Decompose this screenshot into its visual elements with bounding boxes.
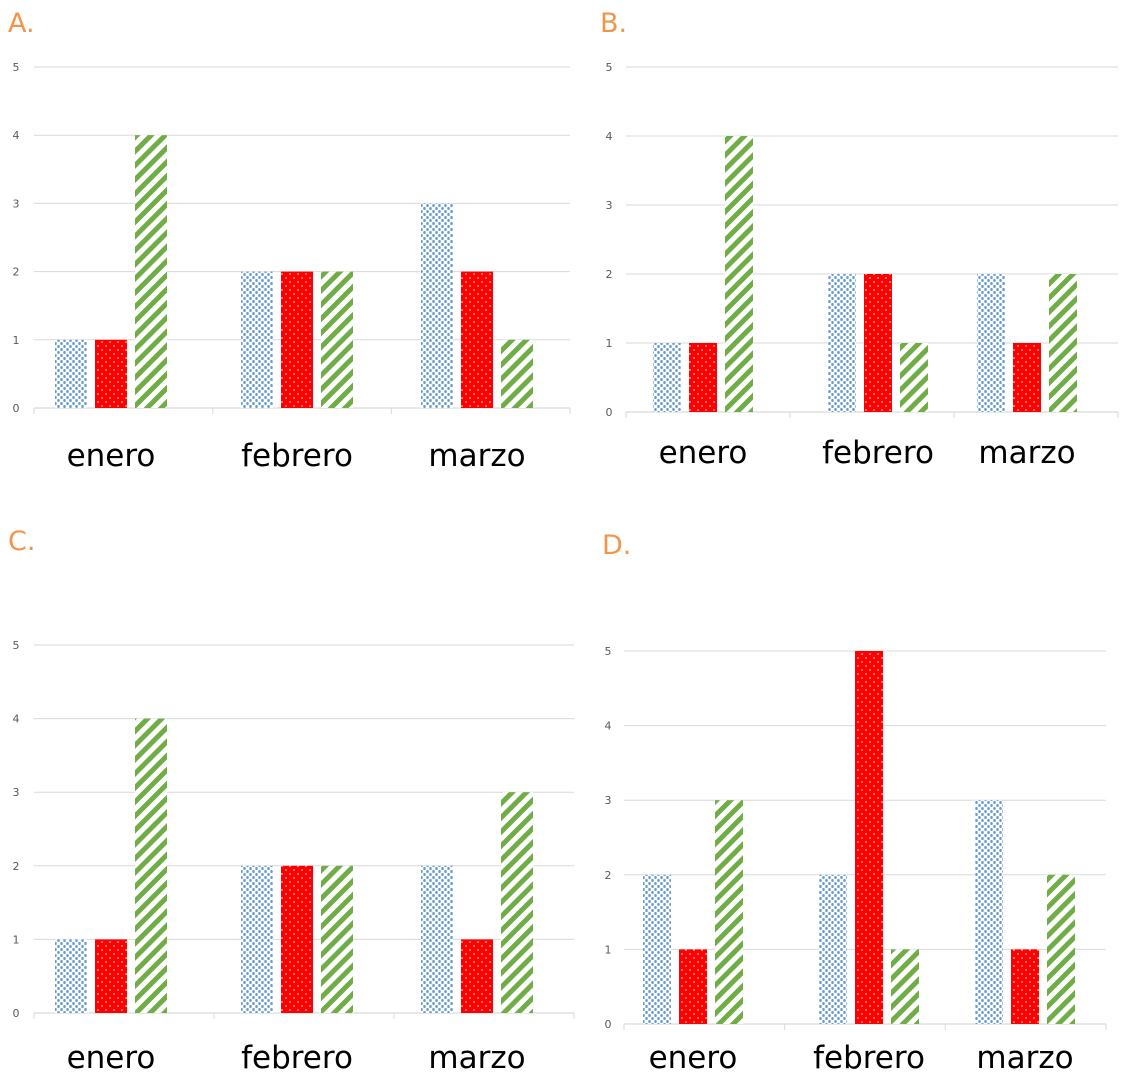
category-label: enero [67, 438, 156, 474]
bar-green-stripes-enero [715, 800, 743, 1024]
bar-green-stripes-febrero [891, 949, 919, 1024]
bar-red-febrero [281, 865, 313, 1013]
bar-blue-dots-febrero [241, 271, 273, 408]
bar-green-stripes-marzo [501, 792, 533, 1013]
bar-green-stripes-marzo [1047, 874, 1075, 1024]
bar-red-enero [679, 949, 707, 1024]
bar-red-febrero [864, 274, 892, 412]
y-tick-label: 2 [606, 268, 613, 281]
bar-green-stripes-febrero [321, 865, 353, 1013]
category-label: febrero [241, 1040, 353, 1074]
y-tick-label: 2 [13, 860, 20, 873]
chart-d: 0 1 2 3 4 5 enero febrero marzo [605, 645, 1107, 1074]
bar-green-stripes-enero [725, 136, 753, 412]
category-label: marzo [976, 1040, 1073, 1074]
y-tick-label: 0 [606, 406, 613, 419]
bar-blue-dots-marzo [975, 800, 1003, 1024]
panel-label-d: D. [602, 530, 632, 561]
y-tick-label: 2 [13, 266, 20, 279]
y-tick-label: 5 [606, 61, 613, 74]
category-label: marzo [428, 438, 525, 474]
y-tick-label: 1 [13, 334, 20, 347]
y-tick-label: 0 [13, 1007, 20, 1020]
y-tick-label: 3 [13, 786, 20, 799]
bar-blue-dots-enero [643, 874, 671, 1024]
bar-red-marzo [1013, 343, 1041, 412]
bar-red-enero [95, 339, 127, 408]
bar-blue-dots-febrero [241, 865, 273, 1013]
y-tick-label: 5 [13, 61, 20, 74]
bar-blue-dots-marzo [421, 203, 453, 408]
bar-red-enero [95, 939, 127, 1013]
y-tick-label: 4 [605, 720, 612, 733]
category-label: enero [649, 1040, 738, 1074]
bar-blue-dots-enero [653, 343, 681, 412]
bar-green-stripes-marzo [501, 339, 533, 408]
y-tick-label: 4 [13, 129, 20, 142]
panel-label-b: B. [600, 8, 628, 39]
category-label: enero [67, 1040, 156, 1074]
chart-b: 0 1 2 3 4 5 enero febrero marzo [606, 61, 1119, 471]
category-label: febrero [241, 438, 353, 474]
y-tick-label: 3 [606, 199, 613, 212]
bar-red-marzo [461, 939, 493, 1013]
bar-blue-dots-enero [55, 939, 87, 1013]
y-tick-label: 0 [13, 402, 20, 415]
category-label: febrero [822, 435, 934, 471]
bar-blue-dots-febrero [828, 274, 856, 412]
category-label: marzo [978, 435, 1075, 471]
bar-red-febrero [281, 271, 313, 408]
category-label: marzo [428, 1040, 525, 1074]
bar-red-enero [689, 343, 717, 412]
y-tick-label: 4 [13, 713, 20, 726]
bar-blue-dots-marzo [421, 865, 453, 1013]
chart-a: 0 1 2 3 4 5 enero febrero marzo [13, 61, 571, 474]
y-tick-label: 1 [606, 337, 613, 350]
y-tick-label: 3 [605, 794, 612, 807]
bar-blue-dots-marzo [977, 274, 1005, 412]
y-tick-label: 5 [605, 645, 612, 658]
panel-label-c: C. [8, 526, 36, 557]
y-tick-label: 1 [605, 943, 612, 956]
bar-blue-dots-febrero [819, 874, 847, 1024]
bar-red-marzo [1011, 949, 1039, 1024]
chart-c: 0 1 2 3 4 5 enero febrero marzo [13, 639, 575, 1074]
y-tick-label: 2 [605, 869, 612, 882]
bar-green-stripes-febrero [900, 343, 928, 412]
category-label: febrero [813, 1040, 925, 1074]
bar-green-stripes-enero [135, 718, 167, 1013]
y-tick-label: 1 [13, 933, 20, 946]
bar-green-stripes-marzo [1049, 274, 1077, 412]
y-tick-label: 0 [605, 1018, 612, 1031]
y-tick-label: 4 [606, 130, 613, 143]
bar-blue-dots-enero [55, 339, 87, 408]
bar-red-marzo [461, 271, 493, 408]
bar-green-stripes-febrero [321, 271, 353, 408]
panel-label-a: A. [8, 8, 35, 39]
y-tick-label: 5 [13, 639, 20, 652]
y-tick-label: 3 [13, 197, 20, 210]
category-label: enero [659, 435, 748, 471]
bar-green-stripes-enero [135, 135, 167, 408]
bar-red-febrero [855, 651, 883, 1024]
